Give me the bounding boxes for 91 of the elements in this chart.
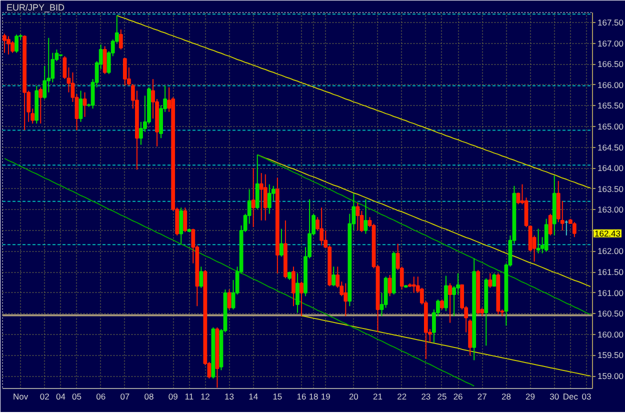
x-tick-label: 15 <box>272 392 282 402</box>
candlestick <box>388 274 392 297</box>
x-tick-label: Nov <box>13 392 29 402</box>
candlestick <box>259 172 264 221</box>
candlestick <box>38 86 43 124</box>
x-tick-label: 11 <box>184 392 194 402</box>
y-tick-label: 160.50 <box>598 308 624 319</box>
x-tick-label: 29 <box>526 392 536 402</box>
candlestick <box>2 33 6 54</box>
candlestick <box>280 228 284 258</box>
x-tick-label: 27 <box>477 392 488 402</box>
y-tick-label: 159.00 <box>598 371 624 382</box>
candlestick <box>492 272 496 287</box>
candlestick <box>118 29 123 50</box>
y-tick-label: 166.50 <box>598 59 624 70</box>
candlestick <box>78 90 83 122</box>
x-tick-label: 20 <box>348 392 359 402</box>
y-tick-label: 165.00 <box>598 121 624 132</box>
candlestick <box>356 202 360 231</box>
x-tick-label: 19 <box>320 392 331 402</box>
candlestick <box>300 281 304 317</box>
y-tick-label: 164.00 <box>598 163 624 174</box>
x-tick-label: 03 <box>582 392 592 402</box>
candlestick <box>179 207 184 244</box>
y-tick-label: 163.50 <box>598 184 624 194</box>
candlestick <box>412 276 416 294</box>
x-tick-label: 05 <box>72 392 82 402</box>
x-tick-label: 23 <box>421 392 431 402</box>
candlestick <box>488 272 492 288</box>
candlestick <box>344 282 348 317</box>
y-tick-label: 163.00 <box>598 204 624 215</box>
x-tick-label: 22 <box>397 392 407 402</box>
y-tick-label: 167.50 <box>598 17 624 28</box>
candlestick <box>263 174 268 221</box>
x-tick-label: 21 <box>373 392 383 402</box>
text: 162.43 <box>594 228 621 238</box>
candlestick <box>360 210 364 233</box>
x-tick-label: 16 <box>296 392 307 402</box>
y-tick-label: 167.00 <box>598 38 624 48</box>
line-series <box>4 158 475 387</box>
candlestick <box>364 198 368 234</box>
candlestick <box>296 272 300 314</box>
y-tick-label: 161.50 <box>598 267 624 278</box>
y-tick-label: 160.00 <box>598 329 624 340</box>
candlestick <box>227 289 232 310</box>
x-tick-label: 25 <box>437 392 447 402</box>
candlestick <box>6 36 10 56</box>
chart-title: EUR/JPY_BID <box>6 2 66 12</box>
candlestick <box>444 275 448 312</box>
x-tick-label: 04 <box>56 392 66 402</box>
line-series <box>116 14 591 189</box>
x-tick-label: 18 <box>308 392 319 402</box>
y-tick-label: 166.00 <box>598 80 624 90</box>
candlestick <box>255 154 260 210</box>
candlestick <box>183 207 188 233</box>
x-tick-label: 08 <box>144 392 154 402</box>
x-tick-label: 30 <box>550 392 560 402</box>
candlestick <box>82 92 87 118</box>
candlestick <box>122 57 127 86</box>
x-tick-label: 07 <box>120 392 130 402</box>
x-tick-label: 06 <box>96 392 106 402</box>
candlestick <box>536 228 540 254</box>
candlestick <box>292 266 296 307</box>
candlestick <box>199 266 204 288</box>
candlestick <box>440 298 444 310</box>
x-tick-label: 09 <box>168 392 178 402</box>
candlestick <box>320 207 324 246</box>
candlestick <box>516 192 520 205</box>
candlestick <box>448 282 452 324</box>
x-tick-label: 14 <box>248 392 258 402</box>
candlestick <box>267 184 272 214</box>
line-series <box>256 154 591 315</box>
candlestick <box>102 46 107 75</box>
line-series <box>256 154 591 288</box>
x-tick-label: 28 <box>501 392 512 402</box>
candlestick <box>572 222 576 238</box>
x-tick-label: 12 <box>200 392 210 402</box>
y-tick-label: 162.00 <box>598 246 624 256</box>
x-tick-label: Dec <box>562 392 579 402</box>
x-tick-label: 26 <box>453 392 464 402</box>
x-tick-label: 13 <box>224 392 234 402</box>
y-tick-label: 161.00 <box>598 288 624 298</box>
candlestick <box>251 168 256 228</box>
x-tick-label: 02 <box>40 392 50 402</box>
candlestick <box>332 266 336 287</box>
candlestick <box>14 34 18 54</box>
y-tick-label: 164.50 <box>598 142 624 152</box>
candlestick <box>548 213 552 236</box>
y-tick-label: 159.50 <box>598 350 624 360</box>
y-tick-label: 165.50 <box>598 100 624 111</box>
line-series <box>301 315 591 377</box>
